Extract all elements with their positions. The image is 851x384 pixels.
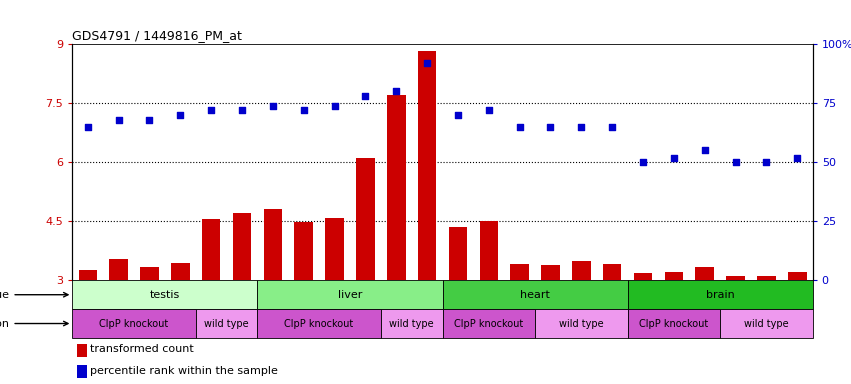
Bar — [603, 264, 621, 280]
Bar — [257, 309, 380, 338]
Bar — [757, 276, 775, 280]
Text: wild type: wild type — [744, 318, 789, 329]
Bar — [264, 210, 282, 280]
Bar — [726, 276, 745, 280]
Point — [235, 107, 248, 113]
Point — [667, 154, 681, 161]
Text: ClpP knockout: ClpP knockout — [454, 318, 523, 329]
Bar — [511, 264, 528, 280]
Point — [266, 103, 280, 109]
Point — [482, 107, 495, 113]
Text: ClpP knockout: ClpP knockout — [284, 318, 354, 329]
Bar — [356, 158, 374, 280]
Bar — [171, 263, 190, 280]
Bar — [325, 218, 344, 280]
Bar — [232, 213, 251, 280]
Bar — [78, 270, 97, 280]
Text: ClpP knockout: ClpP knockout — [100, 318, 168, 329]
Point — [174, 112, 187, 118]
Text: genotype/variation: genotype/variation — [0, 318, 68, 329]
Point — [791, 154, 804, 161]
Point — [81, 124, 94, 130]
Bar — [627, 309, 720, 338]
Bar — [72, 280, 257, 309]
Point — [328, 103, 341, 109]
Bar — [448, 227, 467, 280]
Bar — [77, 365, 87, 378]
Bar — [72, 309, 196, 338]
Bar — [627, 280, 813, 309]
Text: transformed count: transformed count — [90, 344, 194, 354]
Bar — [479, 221, 498, 280]
Bar — [695, 266, 714, 280]
Point — [451, 112, 465, 118]
Point — [637, 159, 650, 166]
Text: heart: heart — [520, 290, 550, 300]
Point — [605, 124, 619, 130]
Bar — [443, 280, 627, 309]
Bar — [380, 309, 443, 338]
Bar — [196, 309, 257, 338]
Bar — [202, 219, 220, 280]
Text: wild type: wild type — [559, 318, 603, 329]
Bar — [535, 309, 627, 338]
Bar — [257, 280, 443, 309]
Text: liver: liver — [338, 290, 363, 300]
Bar — [720, 309, 813, 338]
Point — [204, 107, 218, 113]
Point — [420, 60, 434, 66]
Point — [297, 107, 311, 113]
Text: wild type: wild type — [390, 318, 434, 329]
Point — [390, 88, 403, 94]
Text: GDS4791 / 1449816_PM_at: GDS4791 / 1449816_PM_at — [72, 28, 243, 41]
Bar — [140, 266, 158, 280]
Point — [698, 147, 711, 154]
Bar — [443, 309, 535, 338]
Text: wild type: wild type — [204, 318, 248, 329]
Text: brain: brain — [705, 290, 734, 300]
Bar — [109, 259, 128, 280]
Bar — [294, 222, 313, 280]
Bar — [77, 344, 87, 357]
Bar — [541, 265, 560, 280]
Point — [358, 93, 372, 99]
Bar — [572, 261, 591, 280]
Text: tissue: tissue — [0, 290, 68, 300]
Point — [544, 124, 557, 130]
Point — [143, 117, 157, 123]
Point — [513, 124, 527, 130]
Bar — [634, 273, 652, 280]
Point — [574, 124, 588, 130]
Bar — [788, 271, 807, 280]
Text: ClpP knockout: ClpP knockout — [639, 318, 709, 329]
Bar — [418, 51, 437, 280]
Point — [760, 159, 774, 166]
Point — [728, 159, 742, 166]
Bar — [387, 94, 405, 280]
Text: percentile rank within the sample: percentile rank within the sample — [90, 366, 278, 376]
Bar — [665, 273, 683, 280]
Point — [111, 117, 125, 123]
Text: testis: testis — [150, 290, 180, 300]
